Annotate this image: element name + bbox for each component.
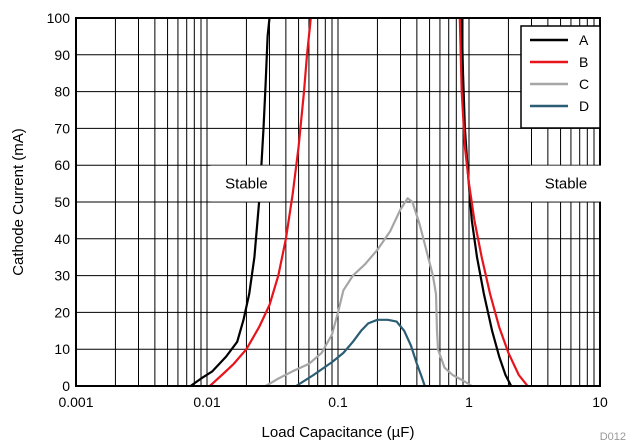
y-tick-label: 60 — [54, 157, 70, 173]
x-tick-label: 10 — [592, 394, 608, 410]
series-c-line — [265, 197, 473, 387]
y-tick-label: 80 — [54, 84, 70, 100]
y-axis-title: Cathode Current (mA) — [10, 128, 27, 276]
annotation-box — [529, 165, 602, 202]
legend-label-d: D — [579, 98, 589, 114]
x-tick-label: 0.01 — [193, 394, 220, 410]
series-a-line — [460, 17, 513, 387]
x-tick-label: 0.1 — [328, 394, 348, 410]
x-tick-label: 1 — [465, 394, 473, 410]
figure-id: D012 — [600, 431, 626, 443]
stable-region-label: Stable — [225, 176, 268, 193]
legend-label-a: A — [579, 32, 589, 48]
legend-label-b: B — [579, 54, 588, 70]
annotations: Stable Stable — [210, 165, 602, 202]
stable-region-label: Stable — [545, 176, 588, 193]
y-tick-label: 100 — [47, 10, 71, 26]
legend-label-c: C — [579, 76, 589, 92]
y-tick-label: 50 — [54, 194, 70, 210]
series-a-line — [189, 17, 271, 387]
series-d-line — [295, 318, 426, 387]
y-tick-label: 90 — [54, 47, 70, 63]
y-tick-label: 30 — [54, 268, 70, 284]
y-tick-label: 40 — [54, 231, 70, 247]
y-tick-label: 70 — [54, 120, 70, 136]
legend-box — [520, 25, 601, 129]
y-tick-label: 20 — [54, 304, 70, 320]
plot-frame — [75, 17, 601, 387]
series-b-line — [209, 17, 312, 387]
series-b-line — [458, 17, 529, 387]
x-axis-title: Load Capacitance (µF) — [262, 424, 415, 441]
x-tick-label: 0.001 — [58, 394, 93, 410]
y-tick-label: 10 — [54, 341, 70, 357]
annotation-box — [210, 165, 283, 202]
y-tick-label: 0 — [62, 378, 70, 394]
series-lines — [189, 17, 529, 387]
